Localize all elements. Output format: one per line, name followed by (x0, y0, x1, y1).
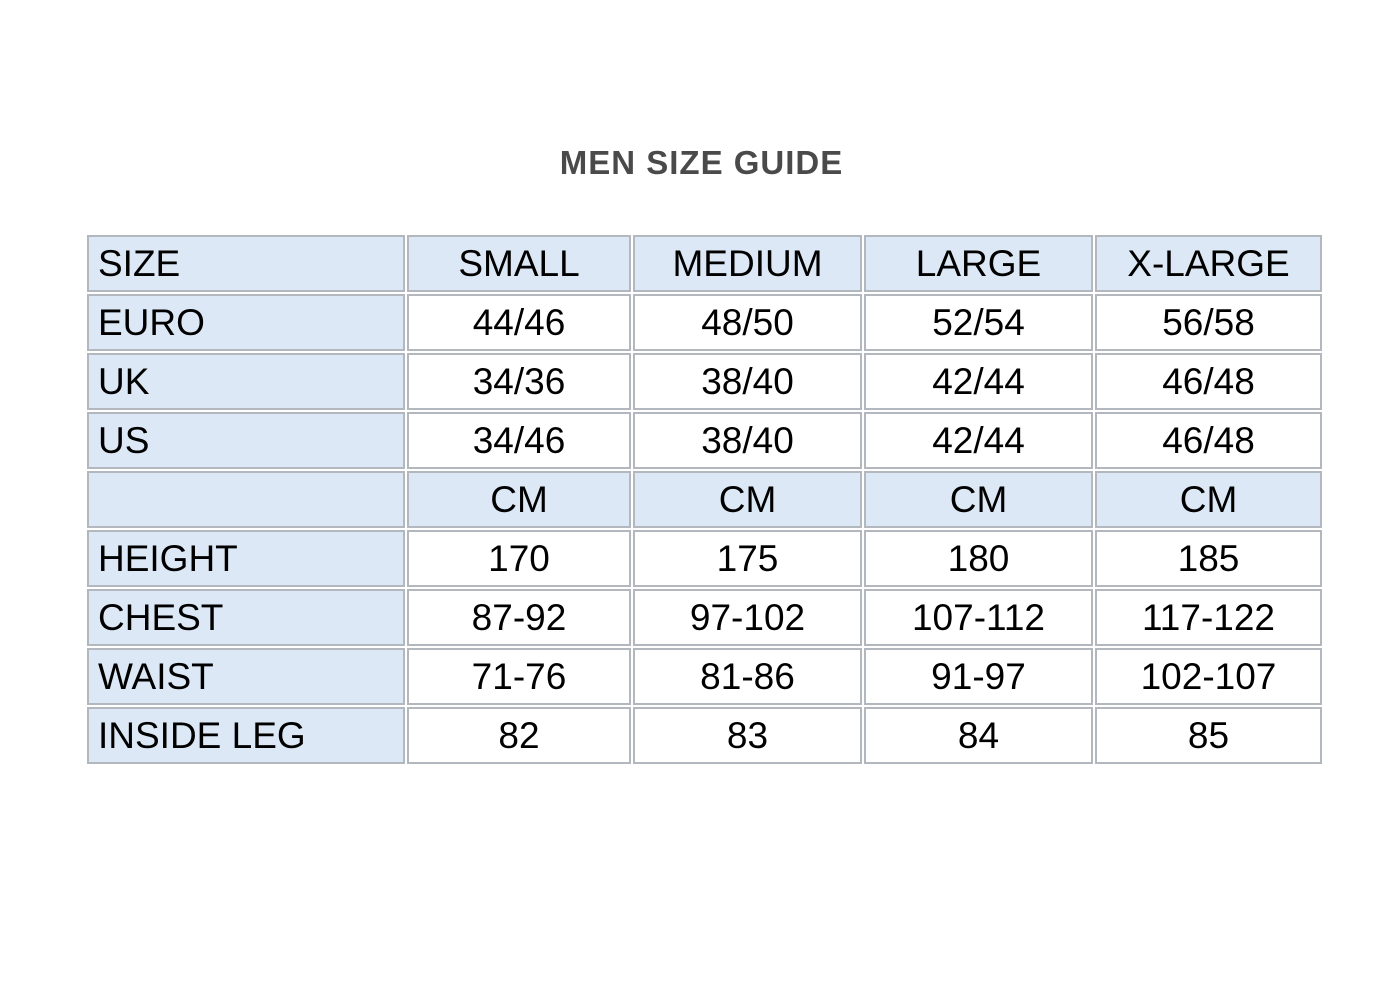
table-row-us: US 34/46 38/40 42/44 46/48 (87, 412, 1322, 469)
cell-uk-medium: 38/40 (633, 353, 862, 410)
cell-waist-small: 71-76 (407, 648, 631, 705)
header-cell-size: SIZE (87, 235, 405, 292)
header-cell-medium: MEDIUM (633, 235, 862, 292)
table-row-chest: CHEST 87-92 97-102 107-112 117-122 (87, 589, 1322, 646)
row-label-waist: WAIST (87, 648, 405, 705)
table-row-cm-units: CM CM CM CM (87, 471, 1322, 528)
cell-us-medium: 38/40 (633, 412, 862, 469)
cell-waist-large: 91-97 (864, 648, 1093, 705)
cell-height-small: 170 (407, 530, 631, 587)
row-label-euro: EURO (87, 294, 405, 351)
cell-chest-small: 87-92 (407, 589, 631, 646)
cell-us-small: 34/46 (407, 412, 631, 469)
row-label-height: HEIGHT (87, 530, 405, 587)
cell-height-medium: 175 (633, 530, 862, 587)
table-row-uk: UK 34/36 38/40 42/44 46/48 (87, 353, 1322, 410)
table-row-waist: WAIST 71-76 81-86 91-97 102-107 (87, 648, 1322, 705)
cell-uk-x-large: 46/48 (1095, 353, 1322, 410)
cell-cm-medium: CM (633, 471, 862, 528)
cell-inside-leg-large: 84 (864, 707, 1093, 764)
cell-cm-small: CM (407, 471, 631, 528)
cell-cm-large: CM (864, 471, 1093, 528)
table-header-row: SIZE SMALL MEDIUM LARGE X-LARGE (87, 235, 1322, 292)
table-row-euro: EURO 44/46 48/50 52/54 56/58 (87, 294, 1322, 351)
cell-inside-leg-small: 82 (407, 707, 631, 764)
cell-chest-medium: 97-102 (633, 589, 862, 646)
cell-us-x-large: 46/48 (1095, 412, 1322, 469)
cell-height-x-large: 185 (1095, 530, 1322, 587)
cell-waist-x-large: 102-107 (1095, 648, 1322, 705)
table-row-inside-leg: INSIDE LEG 82 83 84 85 (87, 707, 1322, 764)
cell-chest-x-large: 117-122 (1095, 589, 1322, 646)
cell-euro-x-large: 56/58 (1095, 294, 1322, 351)
row-label-chest: CHEST (87, 589, 405, 646)
row-label-empty (87, 471, 405, 528)
cell-height-large: 180 (864, 530, 1093, 587)
row-label-uk: UK (87, 353, 405, 410)
cell-waist-medium: 81-86 (633, 648, 862, 705)
page-title: MEN SIZE GUIDE (559, 144, 844, 181)
cell-euro-medium: 48/50 (633, 294, 862, 351)
cell-euro-large: 52/54 (864, 294, 1093, 351)
cell-uk-small: 34/36 (407, 353, 631, 410)
cell-inside-leg-x-large: 85 (1095, 707, 1322, 764)
cell-us-large: 42/44 (864, 412, 1093, 469)
table-row-height: HEIGHT 170 175 180 185 (87, 530, 1322, 587)
header-cell-large: LARGE (864, 235, 1093, 292)
cell-chest-large: 107-112 (864, 589, 1093, 646)
cell-uk-large: 42/44 (864, 353, 1093, 410)
cell-inside-leg-medium: 83 (633, 707, 862, 764)
header-cell-x-large: X-LARGE (1095, 235, 1322, 292)
row-label-inside-leg: INSIDE LEG (87, 707, 405, 764)
row-label-us: US (87, 412, 405, 469)
cell-euro-small: 44/46 (407, 294, 631, 351)
size-guide-table: SIZE SMALL MEDIUM LARGE X-LARGE EURO 44/… (85, 233, 1324, 766)
header-cell-small: SMALL (407, 235, 631, 292)
cell-cm-x-large: CM (1095, 471, 1322, 528)
